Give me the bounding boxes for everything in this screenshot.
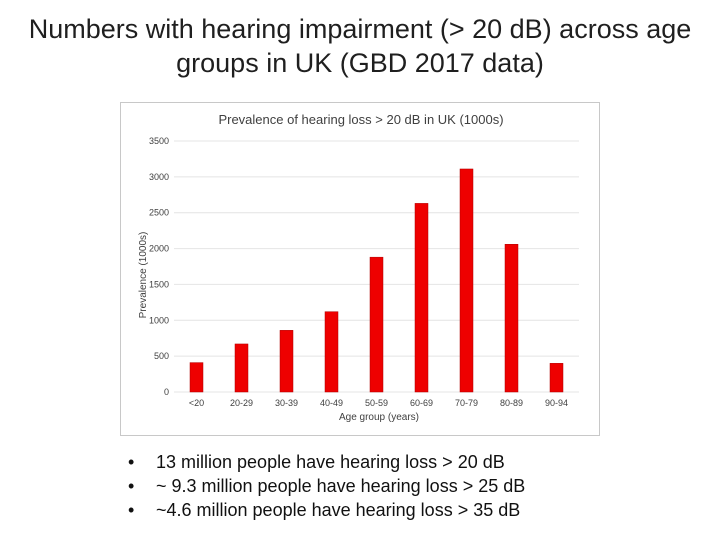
bar-30-39 xyxy=(279,330,294,393)
bullet-text: ~4.6 million people have hearing loss > … xyxy=(156,500,521,520)
y-tick-label: 1500 xyxy=(149,279,169,289)
y-tick-label: 500 xyxy=(154,351,169,361)
bullet-item: • ~ 9.3 million people have hearing loss… xyxy=(128,474,708,498)
x-tick-label: 30-39 xyxy=(275,398,298,408)
bars xyxy=(189,168,564,393)
x-tick-labels: <20 20-29 30-39 40-49 50-59 60-69 70-79 80-89 90… xyxy=(189,398,568,408)
y-tick-label: 2000 xyxy=(149,244,169,254)
x-tick-label: <20 xyxy=(189,398,204,408)
bar-50-59 xyxy=(369,256,384,393)
bullet-list: • 13 million people have hearing loss > … xyxy=(128,450,708,522)
bullet-text: ~ 9.3 million people have hearing loss >… xyxy=(156,476,526,496)
y-tick-label: 3500 xyxy=(149,136,169,146)
slide-title: Numbers with hearing impairment (> 20 dB… xyxy=(28,14,692,78)
x-tick-label: 50-59 xyxy=(365,398,388,408)
bar-<20 xyxy=(189,362,204,393)
y-tick-label: 1000 xyxy=(149,315,169,325)
x-tick-label: 40-49 xyxy=(320,398,343,408)
x-tick-label: 70-79 xyxy=(455,398,478,408)
y-axis-label: Prevalence (1000s) xyxy=(138,232,149,319)
bar-90-94 xyxy=(549,363,564,393)
bullet-item: • 13 million people have hearing loss > … xyxy=(128,450,708,474)
bar-20-29 xyxy=(234,343,249,393)
bullet-text: 13 million people have hearing loss > 20… xyxy=(156,452,505,472)
bar-40-49 xyxy=(324,311,339,393)
chart-title: Prevalence of hearing loss > 20 dB in UK… xyxy=(218,112,503,127)
chart-frame: Prevalence of hearing loss > 20 dB in UK… xyxy=(120,102,600,436)
bar-60-69 xyxy=(414,203,429,393)
bar-80-89 xyxy=(504,244,519,393)
bar-70-79 xyxy=(459,168,474,393)
y-tick-label: 0 xyxy=(164,387,169,397)
x-tick-label: 20-29 xyxy=(230,398,253,408)
bullet-mark: • xyxy=(128,452,135,472)
y-tick-label: 3000 xyxy=(149,172,169,182)
x-tick-label: 60-69 xyxy=(410,398,433,408)
y-tick-labels: 0 500 1000 1500 2000 2500 3000 3500 xyxy=(149,136,169,397)
y-tick-label: 2500 xyxy=(149,208,169,218)
bar-chart: Prevalence of hearing loss > 20 dB in UK… xyxy=(138,112,579,423)
bullet-mark: • xyxy=(128,476,135,496)
x-tick-label: 80-89 xyxy=(500,398,523,408)
x-tick-label: 90-94 xyxy=(545,398,568,408)
bullet-item: • ~4.6 million people have hearing loss … xyxy=(128,498,708,522)
bullet-mark: • xyxy=(128,500,135,520)
x-axis-label: Age group (years) xyxy=(339,412,419,423)
